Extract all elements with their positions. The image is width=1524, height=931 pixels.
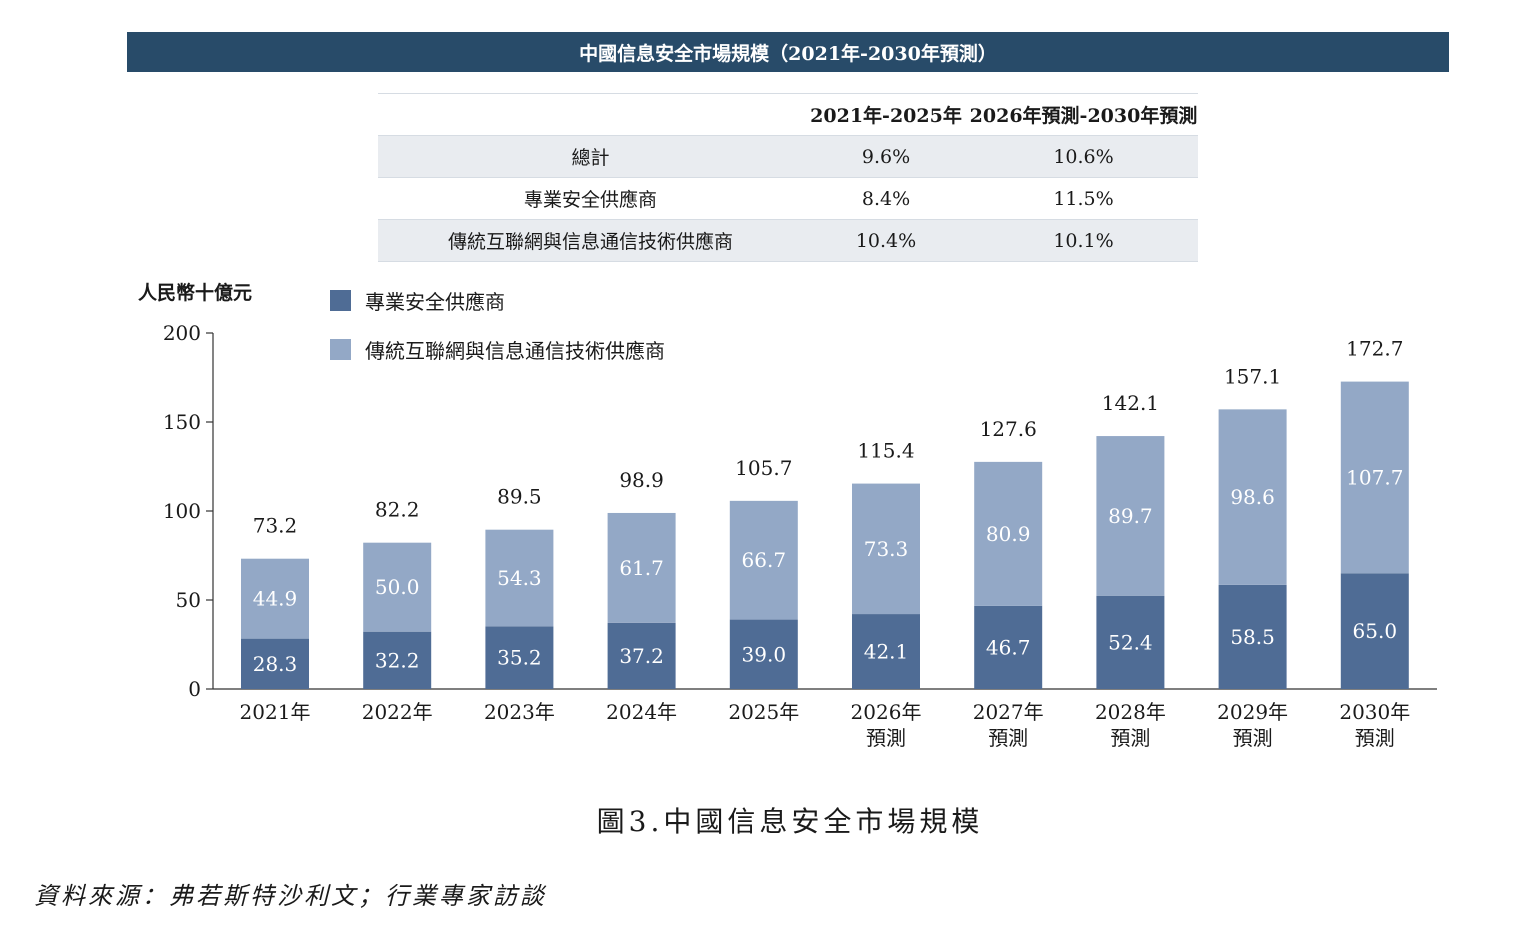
bar-traditional bbox=[241, 558, 309, 639]
bar-specialist bbox=[485, 626, 554, 689]
legend-item-specialist: 專業安全供應商 bbox=[330, 286, 505, 315]
x-tick-label: 預測 bbox=[1355, 726, 1395, 750]
legend-swatch-traditional bbox=[330, 339, 351, 360]
source-note: 資料來源：弗若斯特沙利文；行業專家訪談 bbox=[34, 882, 547, 910]
data-label-total: 172.7 bbox=[1346, 337, 1403, 361]
data-label-specialist: 42.1 bbox=[864, 640, 909, 664]
x-tick-label: 預測 bbox=[866, 726, 906, 750]
figure-caption: 圖3.中國信息安全市場規模 bbox=[596, 805, 984, 838]
y-tick-label: 0 bbox=[188, 677, 201, 701]
bar-traditional bbox=[974, 461, 1043, 606]
bar-traditional bbox=[363, 542, 432, 632]
cagr-value: 10.4% bbox=[803, 219, 969, 262]
x-tick-label: 預測 bbox=[988, 726, 1028, 750]
x-tick-label: 2023年 bbox=[484, 700, 555, 724]
bar-specialist bbox=[974, 605, 1043, 689]
data-label-traditional: 80.9 bbox=[986, 522, 1031, 546]
bar-traditional bbox=[485, 529, 554, 627]
x-tick-label: 2022年 bbox=[362, 700, 433, 724]
data-label-total: 73.2 bbox=[253, 514, 298, 538]
data-label-total: 98.9 bbox=[619, 468, 664, 492]
y-tick-label: 100 bbox=[163, 499, 201, 523]
y-tick-label: 150 bbox=[163, 410, 201, 434]
data-label-specialist: 35.2 bbox=[497, 646, 542, 670]
bar-traditional bbox=[1218, 409, 1287, 585]
data-label-total: 157.1 bbox=[1224, 364, 1281, 388]
cagr-value: 11.5% bbox=[969, 177, 1198, 220]
x-tick-label: 預測 bbox=[1110, 726, 1150, 750]
bar-traditional bbox=[607, 512, 676, 623]
legend-label: 專業安全供應商 bbox=[365, 290, 505, 314]
table-row: 總計 9.6% 10.6% bbox=[378, 135, 1198, 178]
x-tick-label: 2025年 bbox=[728, 700, 799, 724]
x-tick-label: 2030年 bbox=[1339, 700, 1410, 724]
data-label-total: 105.7 bbox=[735, 456, 792, 480]
x-tick-label: 2027年 bbox=[973, 700, 1044, 724]
cagr-value: 9.6% bbox=[803, 135, 969, 178]
x-tick-label: 2021年 bbox=[240, 700, 311, 724]
cagr-header-row: 2021年-2025年 2026年預測-2030年預測 bbox=[378, 93, 1198, 136]
cagr-value: 8.4% bbox=[803, 177, 969, 220]
bar-specialist bbox=[1218, 584, 1287, 689]
data-label-traditional: 98.6 bbox=[1230, 485, 1275, 509]
y-tick-label: 200 bbox=[163, 321, 201, 345]
data-label-specialist: 32.2 bbox=[375, 648, 420, 672]
x-tick-label: 2026年 bbox=[851, 700, 922, 724]
x-tick-label: 2029年 bbox=[1217, 700, 1288, 724]
legend-swatch-specialist bbox=[330, 290, 351, 311]
cagr-value: 10.6% bbox=[969, 135, 1198, 178]
y-axis-unit-label: 人民幣十億元 bbox=[138, 282, 253, 304]
data-label-traditional: 66.7 bbox=[742, 548, 787, 572]
bar-specialist bbox=[607, 622, 676, 689]
data-label-traditional: 50.0 bbox=[375, 575, 420, 599]
x-tick-label: 2024年 bbox=[606, 700, 677, 724]
data-label-traditional: 44.9 bbox=[253, 587, 298, 611]
data-label-specialist: 28.3 bbox=[253, 652, 298, 676]
cagr-header-blank bbox=[378, 93, 803, 136]
bar-traditional bbox=[729, 500, 798, 620]
legend-label: 傳統互聯網與信息通信技術供應商 bbox=[365, 339, 665, 363]
data-label-traditional: 89.7 bbox=[1108, 504, 1153, 528]
bar-specialist bbox=[852, 614, 920, 689]
bar-specialist bbox=[729, 619, 798, 689]
bar-specialist bbox=[1340, 573, 1409, 689]
data-label-total: 82.2 bbox=[375, 498, 420, 522]
row-label: 總計 bbox=[378, 135, 803, 178]
data-label-traditional: 54.3 bbox=[497, 566, 542, 590]
y-tick-label: 50 bbox=[176, 588, 201, 612]
data-label-total: 142.1 bbox=[1102, 391, 1159, 415]
x-tick-label: 2028年 bbox=[1095, 700, 1166, 724]
bar-traditional bbox=[1340, 381, 1409, 574]
row-label: 傳統互聯網與信息通信技術供應商 bbox=[378, 219, 803, 262]
data-label-total: 115.4 bbox=[857, 439, 914, 463]
bar-specialist bbox=[1096, 595, 1165, 689]
data-label-total: 89.5 bbox=[497, 485, 542, 509]
x-tick-label: 預測 bbox=[1233, 726, 1273, 750]
bar-specialist bbox=[241, 638, 309, 689]
data-label-specialist: 46.7 bbox=[986, 635, 1031, 659]
data-label-traditional: 107.7 bbox=[1346, 465, 1403, 489]
legend-item-traditional: 傳統互聯網與信息通信技術供應商 bbox=[330, 335, 665, 364]
data-label-specialist: 37.2 bbox=[619, 644, 664, 668]
data-label-specialist: 65.0 bbox=[1353, 619, 1398, 643]
data-label-specialist: 58.5 bbox=[1230, 625, 1275, 649]
data-label-traditional: 61.7 bbox=[619, 556, 664, 580]
table-row: 傳統互聯網與信息通信技術供應商 10.4% 10.1% bbox=[378, 219, 1198, 262]
cagr-table: 2021年-2025年 2026年預測-2030年預測 總計 9.6% 10.6… bbox=[378, 93, 1198, 262]
row-label: 專業安全供應商 bbox=[378, 177, 803, 220]
data-label-specialist: 39.0 bbox=[742, 642, 787, 666]
cagr-value: 10.1% bbox=[969, 219, 1198, 262]
table-row: 專業安全供應商 8.4% 11.5% bbox=[378, 177, 1198, 220]
data-label-specialist: 52.4 bbox=[1108, 630, 1153, 654]
cagr-header-period-1: 2021年-2025年 bbox=[803, 93, 969, 136]
data-label-total: 127.6 bbox=[980, 417, 1037, 441]
bar-specialist bbox=[363, 631, 432, 689]
data-label-traditional: 73.3 bbox=[864, 537, 909, 561]
cagr-header-period-2: 2026年預測-2030年預測 bbox=[969, 93, 1198, 136]
bar-traditional bbox=[1096, 436, 1165, 596]
chart-banner-title: 中國信息安全市場規模（2021年-2030年預測） bbox=[127, 32, 1449, 72]
bar-traditional bbox=[852, 483, 920, 615]
